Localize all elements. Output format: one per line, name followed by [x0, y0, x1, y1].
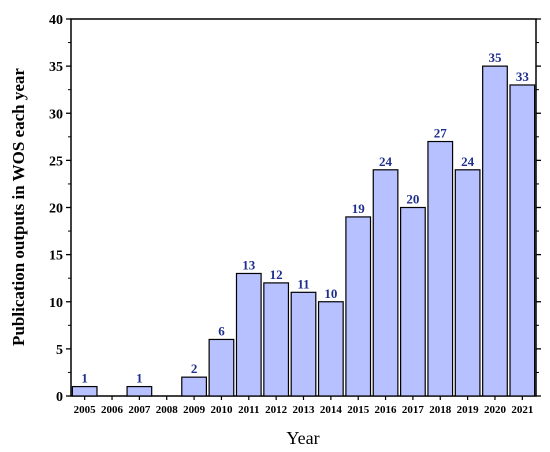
- x-tick-label-2008: 2008: [156, 404, 179, 416]
- bar-2014: [317, 301, 344, 397]
- data-label-2018: 27: [434, 126, 448, 141]
- x-tick-label-2005: 2005: [74, 404, 97, 416]
- data-label-2010: 6: [218, 323, 225, 338]
- bar-2017: [400, 206, 426, 397]
- data-label-2016: 24: [379, 154, 393, 169]
- y-tick-label: 5: [56, 343, 63, 358]
- y-axis-title: Publication outputs in WOS each year: [9, 68, 28, 346]
- x-tick-label-2012: 2012: [265, 404, 288, 416]
- data-label-2012: 12: [270, 267, 283, 282]
- data-label-2013: 11: [297, 276, 309, 291]
- data-label-2009: 2: [191, 361, 198, 376]
- data-label-2015: 19: [352, 201, 366, 216]
- x-tick-label-2014: 2014: [320, 404, 343, 416]
- bar-2009: [181, 376, 207, 397]
- x-tick-label-2019: 2019: [457, 404, 480, 416]
- y-tick-label: 25: [49, 154, 63, 169]
- bar-2013: [290, 291, 317, 397]
- y-tick-label: 0: [56, 390, 63, 405]
- x-tick-label-2011: 2011: [238, 404, 259, 416]
- y-tick-label: 35: [49, 60, 63, 75]
- x-tick-label-2020: 2020: [484, 404, 507, 416]
- bar-2011: [235, 272, 262, 397]
- x-tick-label-2015: 2015: [347, 404, 370, 416]
- bar-2021: [509, 84, 536, 397]
- data-label-2017: 20: [406, 192, 419, 207]
- bar-2012: [263, 282, 290, 397]
- data-label-2007: 1: [136, 371, 143, 386]
- bar-2005: [71, 385, 98, 397]
- bar-2020: [482, 65, 508, 397]
- bar-2019: [454, 169, 481, 397]
- data-label-2014: 10: [324, 286, 337, 301]
- x-tick-label-2007: 2007: [128, 404, 151, 416]
- y-tick-label: 40: [49, 13, 63, 28]
- x-tick-label-2013: 2013: [293, 404, 316, 416]
- y-tick-label: 10: [49, 296, 63, 311]
- bar-2016: [372, 169, 399, 397]
- x-tick-label-2018: 2018: [429, 404, 452, 416]
- plot-area: 0 5 10 15 20 25 30 35 40 2005 1 2006 2007 1 2008 2009 2 2…: [49, 13, 541, 416]
- data-label-2011: 13: [242, 257, 256, 272]
- x-axis-title: Year: [286, 428, 319, 448]
- y-tick-label: 15: [49, 249, 63, 264]
- bar-2010: [208, 338, 235, 397]
- data-label-2020: 35: [488, 50, 502, 65]
- bar-2018: [427, 140, 454, 397]
- data-label-2019: 24: [461, 154, 475, 169]
- bar-2007: [126, 385, 153, 397]
- x-tick-label-2010: 2010: [210, 404, 233, 416]
- data-label-2005: 1: [81, 371, 88, 386]
- x-tick-label-2016: 2016: [375, 404, 398, 416]
- x-tick-label-2017: 2017: [402, 404, 425, 416]
- bar-2015: [345, 216, 372, 397]
- data-label-2021: 33: [516, 69, 530, 84]
- x-tick-label-2009: 2009: [183, 404, 206, 416]
- x-tick-label-2006: 2006: [101, 404, 124, 416]
- y-tick-label: 20: [49, 202, 63, 217]
- x-tick-label-2021: 2021: [511, 404, 533, 416]
- y-tick-label: 30: [49, 107, 63, 122]
